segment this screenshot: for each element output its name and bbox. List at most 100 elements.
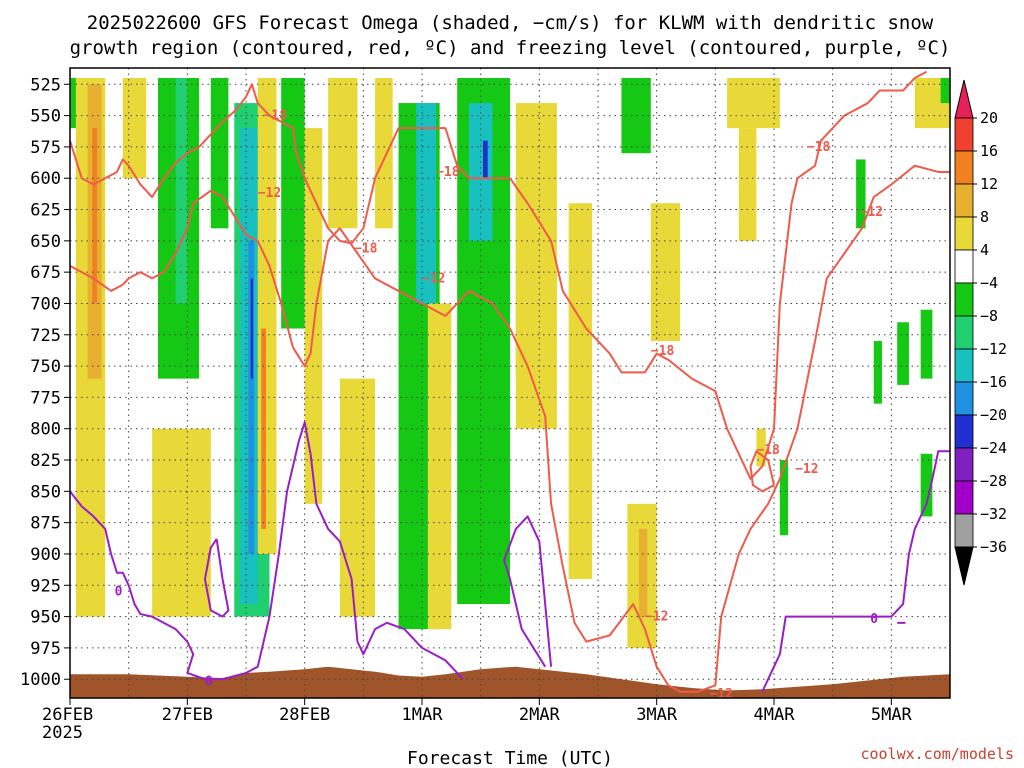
y-tick-label-725: 725 bbox=[30, 326, 61, 346]
x-axis-label: Forecast Time (UTC) bbox=[407, 748, 613, 768]
colorbar-label-1: 16 bbox=[980, 142, 998, 160]
y-tick-label-825: 825 bbox=[30, 451, 61, 471]
x-tick-label-2mar: 2MAR bbox=[519, 705, 561, 725]
y-tick-label-750: 750 bbox=[30, 357, 61, 377]
y-tick-label-625: 625 bbox=[30, 201, 61, 221]
omega-shade-region-6 bbox=[175, 78, 188, 304]
freezing-contour-3 bbox=[761, 450, 950, 693]
y-tick-label-775: 775 bbox=[30, 388, 61, 408]
colorbar-label-13: −36 bbox=[980, 538, 1007, 556]
omega-shade-region-32 bbox=[738, 128, 757, 241]
contour-label-12: 0 bbox=[115, 585, 123, 600]
y-tick-label-950: 950 bbox=[30, 608, 61, 628]
freezing-contour-1 bbox=[203, 538, 230, 618]
omega-shade-region-22 bbox=[427, 303, 452, 630]
contour-label-14: 0 bbox=[870, 612, 878, 627]
colorbar-label-0: 20 bbox=[980, 109, 998, 127]
gridlines bbox=[70, 68, 950, 698]
y-tick-label-800: 800 bbox=[30, 420, 61, 440]
colorbar-label-11: −28 bbox=[980, 472, 1007, 490]
omega-shade-region-28 bbox=[568, 203, 593, 580]
omega-shade-region-18 bbox=[339, 378, 376, 617]
colorbar-swatch-7 bbox=[954, 315, 974, 350]
omega-shade-region-36 bbox=[756, 428, 766, 467]
x-tick-label-26feb: 26FEB bbox=[42, 705, 93, 725]
terrain bbox=[70, 666, 950, 698]
omega-shade-region-16 bbox=[304, 128, 323, 504]
colorbar: 20 16 12 8 4 −4 −8 −12 −16 −20 −24 −28 −32 −36 bbox=[954, 79, 1007, 586]
plot-area: −18 −12 −18 −18 −12 −18 −18 −12 −18 −12 −12 −12 0 0 0 bbox=[69, 67, 951, 703]
colorbar-label-12: −32 bbox=[980, 505, 1007, 523]
colorbar-label-10: −24 bbox=[980, 439, 1007, 457]
colorbar-label-4: 4 bbox=[980, 241, 989, 259]
credit-link[interactable]: coolwx.com/models bbox=[860, 745, 1014, 763]
x-tick-label-27feb: 27FEB bbox=[162, 705, 213, 725]
terrain-fill bbox=[70, 666, 950, 698]
omega-shade-region-27 bbox=[515, 103, 557, 429]
omega-shade-region-42 bbox=[920, 309, 933, 379]
contour-label-1: −12 bbox=[258, 186, 281, 201]
y-tick-label-650: 650 bbox=[30, 232, 61, 252]
omega-shade-region-17 bbox=[328, 78, 358, 229]
omega-shade-region-37 bbox=[779, 460, 789, 536]
x-tick-label-3mar: 3MAR bbox=[636, 705, 678, 725]
y-tick-label-525: 525 bbox=[30, 75, 61, 95]
contour-label-13: 0 bbox=[205, 675, 213, 690]
omega-shade-region-33 bbox=[756, 78, 780, 129]
colorbar-swatch-10 bbox=[954, 414, 974, 449]
x-tick-year: 2025 bbox=[42, 723, 83, 743]
omega-shade-region-0 bbox=[70, 78, 80, 129]
freezing-contour-0 bbox=[69, 421, 464, 681]
omega-shade-region-4 bbox=[122, 78, 147, 179]
omega-shade-region-11 bbox=[248, 240, 255, 554]
colorbar-label-6: −8 bbox=[980, 307, 998, 325]
dgz-contour-0 bbox=[69, 70, 928, 480]
omega-shade-region-44 bbox=[940, 78, 950, 104]
y-tick-label-700: 700 bbox=[30, 294, 61, 314]
freezing-level-contours bbox=[69, 421, 950, 693]
colorbar-label-8: −16 bbox=[980, 373, 1007, 391]
colorbar-swatch-3 bbox=[954, 183, 974, 218]
omega-shade-region-41 bbox=[920, 453, 933, 517]
chart-title-line-1: 2025022600 GFS Forecast Omega (shaded, −… bbox=[87, 12, 934, 34]
colorbar-swatch-9 bbox=[954, 381, 974, 416]
contour-label-6: −18 bbox=[756, 443, 780, 458]
contour-label-7: −12 bbox=[795, 462, 818, 477]
colorbar-swatch-11 bbox=[954, 447, 974, 482]
omega-shading bbox=[70, 78, 950, 648]
y-tick-label-675: 675 bbox=[30, 263, 61, 283]
omega-shade-region-12 bbox=[250, 278, 254, 379]
y-axis: 525 550 575 600 625 650 675 700 725 750 775 800 825 8… bbox=[20, 75, 70, 690]
colorbar-bottom-arrow bbox=[954, 546, 974, 586]
colorbar-top-arrow bbox=[954, 79, 974, 119]
y-tick-label-575: 575 bbox=[30, 138, 61, 158]
x-tick-label-1mar: 1MAR bbox=[402, 705, 444, 725]
plot-frame bbox=[69, 67, 951, 699]
omega-shade-region-40 bbox=[873, 341, 882, 404]
dgz-contour-2 bbox=[749, 450, 775, 493]
dgz-contours bbox=[69, 70, 950, 693]
y-tick-label-975: 975 bbox=[30, 639, 61, 659]
x-tick-label-5mar: 5MAR bbox=[871, 705, 913, 725]
colorbar-label-5: −4 bbox=[980, 274, 998, 292]
contour-label-0: −18 bbox=[264, 109, 288, 124]
y-tick-label-900: 900 bbox=[30, 545, 61, 565]
colorbar-label-3: 8 bbox=[980, 208, 989, 226]
contour-label-11: −12 bbox=[709, 687, 732, 702]
omega-shade-region-21 bbox=[416, 103, 437, 304]
x-tick-label-4mar: 4MAR bbox=[754, 705, 796, 725]
colorbar-label-7: −12 bbox=[980, 340, 1007, 358]
omega-shade-region-25 bbox=[483, 140, 488, 179]
omega-shade-region-15 bbox=[281, 78, 305, 329]
y-tick-label-875: 875 bbox=[30, 514, 61, 534]
freezing-contour-2 bbox=[503, 515, 553, 668]
contour-labels: −18 −12 −18 −18 −12 −18 −18 −12 −18 −12 −12 −12 0 0 0 bbox=[115, 109, 884, 703]
omega-shade-region-8 bbox=[210, 78, 229, 229]
contour-label-3: −18 bbox=[436, 165, 460, 180]
contour-label-4: −12 bbox=[422, 271, 445, 286]
omega-shade-region-24 bbox=[468, 103, 493, 241]
colorbar-swatch-13 bbox=[954, 513, 974, 548]
colorbar-label-2: 12 bbox=[980, 175, 998, 193]
contour-label-9: −12 bbox=[860, 205, 883, 220]
